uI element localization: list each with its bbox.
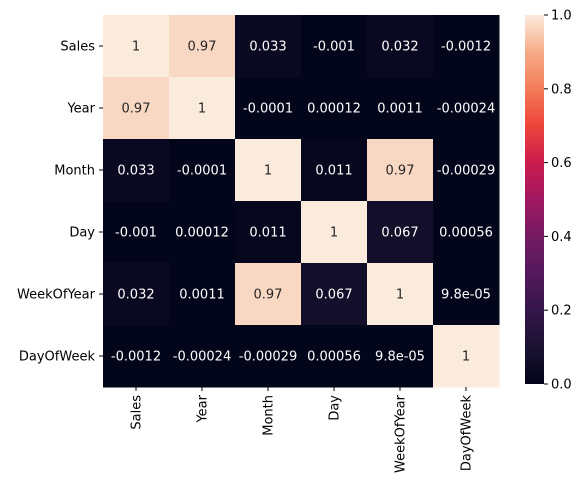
colorbar-gradient bbox=[525, 15, 544, 384]
heatmap-cell bbox=[103, 325, 170, 388]
heatmap-cell bbox=[367, 201, 434, 264]
cell-value-label: 9.8e-05 bbox=[441, 288, 491, 303]
cell-value-label: 9.8e-05 bbox=[375, 350, 425, 365]
cell-value-label: 1 bbox=[462, 350, 470, 365]
heatmap-cell bbox=[301, 201, 368, 264]
cell-value-label: -0.00029 bbox=[437, 164, 495, 179]
colorbar-tick-label: 0.4 bbox=[551, 230, 572, 245]
heatmap-cell bbox=[235, 15, 302, 78]
cell-value-label: -0.0001 bbox=[243, 102, 293, 117]
x-tick-label: Year bbox=[196, 394, 211, 423]
heatmap-cell bbox=[433, 201, 500, 264]
heatmap-cell bbox=[433, 325, 500, 388]
heatmap-cell bbox=[169, 201, 236, 264]
cell-value-label: 0.00056 bbox=[439, 226, 493, 241]
cell-value-label: 0.97 bbox=[386, 164, 415, 179]
x-tick-label: WeekOfYear bbox=[394, 394, 409, 473]
cell-value-label: -0.0012 bbox=[441, 40, 491, 55]
heatmap-cell bbox=[433, 139, 500, 202]
heatmap-cell bbox=[103, 15, 170, 78]
colorbar-tick-label: 0.6 bbox=[551, 156, 572, 171]
heatmap-cell bbox=[367, 15, 434, 78]
y-tick-label: WeekOfYear bbox=[17, 288, 96, 303]
cell-value-label: 1 bbox=[264, 164, 272, 179]
heatmap-cell bbox=[103, 263, 170, 326]
cell-value-label: 1 bbox=[396, 288, 404, 303]
heatmap-cell bbox=[367, 77, 434, 140]
cell-value-label: -0.0012 bbox=[111, 350, 161, 365]
y-tick-label: Day bbox=[69, 226, 95, 241]
cell-value-label: 0.032 bbox=[117, 288, 154, 303]
cell-value-label: 0.00056 bbox=[307, 350, 361, 365]
cell-value-label: -0.00029 bbox=[239, 350, 297, 365]
heatmap-cell bbox=[169, 77, 236, 140]
cell-value-label: 0.032 bbox=[381, 40, 418, 55]
heatmap-cell bbox=[103, 139, 170, 202]
heatmap-cell bbox=[169, 263, 236, 326]
cell-value-label: -0.0001 bbox=[177, 164, 227, 179]
cell-value-label: 0.97 bbox=[188, 40, 217, 55]
cell-value-label: 0.033 bbox=[249, 40, 286, 55]
heatmap-cell bbox=[433, 263, 500, 326]
heatmap-cell bbox=[367, 139, 434, 202]
cell-value-label: 0.011 bbox=[249, 226, 286, 241]
cell-value-label: 0.97 bbox=[122, 102, 151, 117]
heatmap-cell bbox=[433, 15, 500, 78]
colorbar-tick-label: 0.2 bbox=[551, 304, 572, 319]
heatmap-cell bbox=[235, 325, 302, 388]
heatmap-cell bbox=[235, 263, 302, 326]
cell-value-label: -0.00024 bbox=[437, 102, 495, 117]
cell-value-label: 1 bbox=[132, 40, 140, 55]
cell-value-label: -0.001 bbox=[115, 226, 157, 241]
cell-value-label: -0.00024 bbox=[173, 350, 231, 365]
heatmap-cell bbox=[169, 325, 236, 388]
x-tick-label: DayOfWeek bbox=[460, 395, 475, 472]
heatmap-cell bbox=[169, 139, 236, 202]
heatmap-cell bbox=[169, 15, 236, 78]
heatmap-cell bbox=[433, 77, 500, 140]
cell-value-label: 0.067 bbox=[315, 288, 352, 303]
heatmap-cells bbox=[103, 15, 500, 388]
y-tick-label: Sales bbox=[60, 40, 95, 55]
heatmap-cell bbox=[301, 77, 368, 140]
cell-value-label: 0.0011 bbox=[377, 102, 423, 117]
heatmap-cell bbox=[301, 325, 368, 388]
heatmap-cell bbox=[367, 263, 434, 326]
cell-value-label: 1 bbox=[330, 226, 338, 241]
x-tick-label: Day bbox=[328, 395, 343, 421]
cell-value-label: 0.00012 bbox=[175, 226, 229, 241]
cell-value-label: 0.067 bbox=[381, 226, 418, 241]
heatmap-cell bbox=[367, 325, 434, 388]
y-axis: Sales Year Month Day WeekOfYear DayOfWeek bbox=[17, 40, 103, 365]
cell-value-label: -0.001 bbox=[313, 40, 355, 55]
colorbar-tick-label: 0.8 bbox=[551, 82, 572, 97]
colorbar-tick-label: 1.0 bbox=[551, 9, 572, 24]
colorbar: 0.0 0.2 0.4 0.6 0.8 1.0 bbox=[525, 9, 572, 393]
y-tick-label: Month bbox=[54, 164, 95, 179]
y-tick-label: DayOfWeek bbox=[19, 350, 96, 365]
heatmap-cell bbox=[103, 201, 170, 264]
heatmap-cell bbox=[235, 201, 302, 264]
y-tick-label: Year bbox=[66, 102, 95, 117]
x-tick-label: Month bbox=[262, 395, 277, 436]
cell-value-label: 0.0011 bbox=[179, 288, 225, 303]
cell-value-label: 0.97 bbox=[254, 288, 283, 303]
colorbar-tick-label: 0.0 bbox=[551, 378, 572, 393]
cell-value-label: 0.00012 bbox=[307, 102, 361, 117]
cell-value-label: 0.033 bbox=[117, 164, 154, 179]
heatmap-cell bbox=[301, 263, 368, 326]
cell-annotations: 1 0.97 0.033 -0.001 0.032 -0.0012 0.97 1 -0.0001… bbox=[111, 40, 495, 365]
heatmap-cell bbox=[235, 77, 302, 140]
heatmap-cell bbox=[301, 139, 368, 202]
cell-value-label: 1 bbox=[198, 102, 206, 117]
x-axis: Sales Year Month Day WeekOfYear DayOfWeek bbox=[130, 387, 475, 473]
heatmap-cell bbox=[235, 139, 302, 202]
heatmap-cell bbox=[301, 15, 368, 78]
heatmap-cell bbox=[103, 77, 170, 140]
cell-value-label: 0.011 bbox=[315, 164, 352, 179]
x-tick-label: Sales bbox=[130, 395, 145, 430]
